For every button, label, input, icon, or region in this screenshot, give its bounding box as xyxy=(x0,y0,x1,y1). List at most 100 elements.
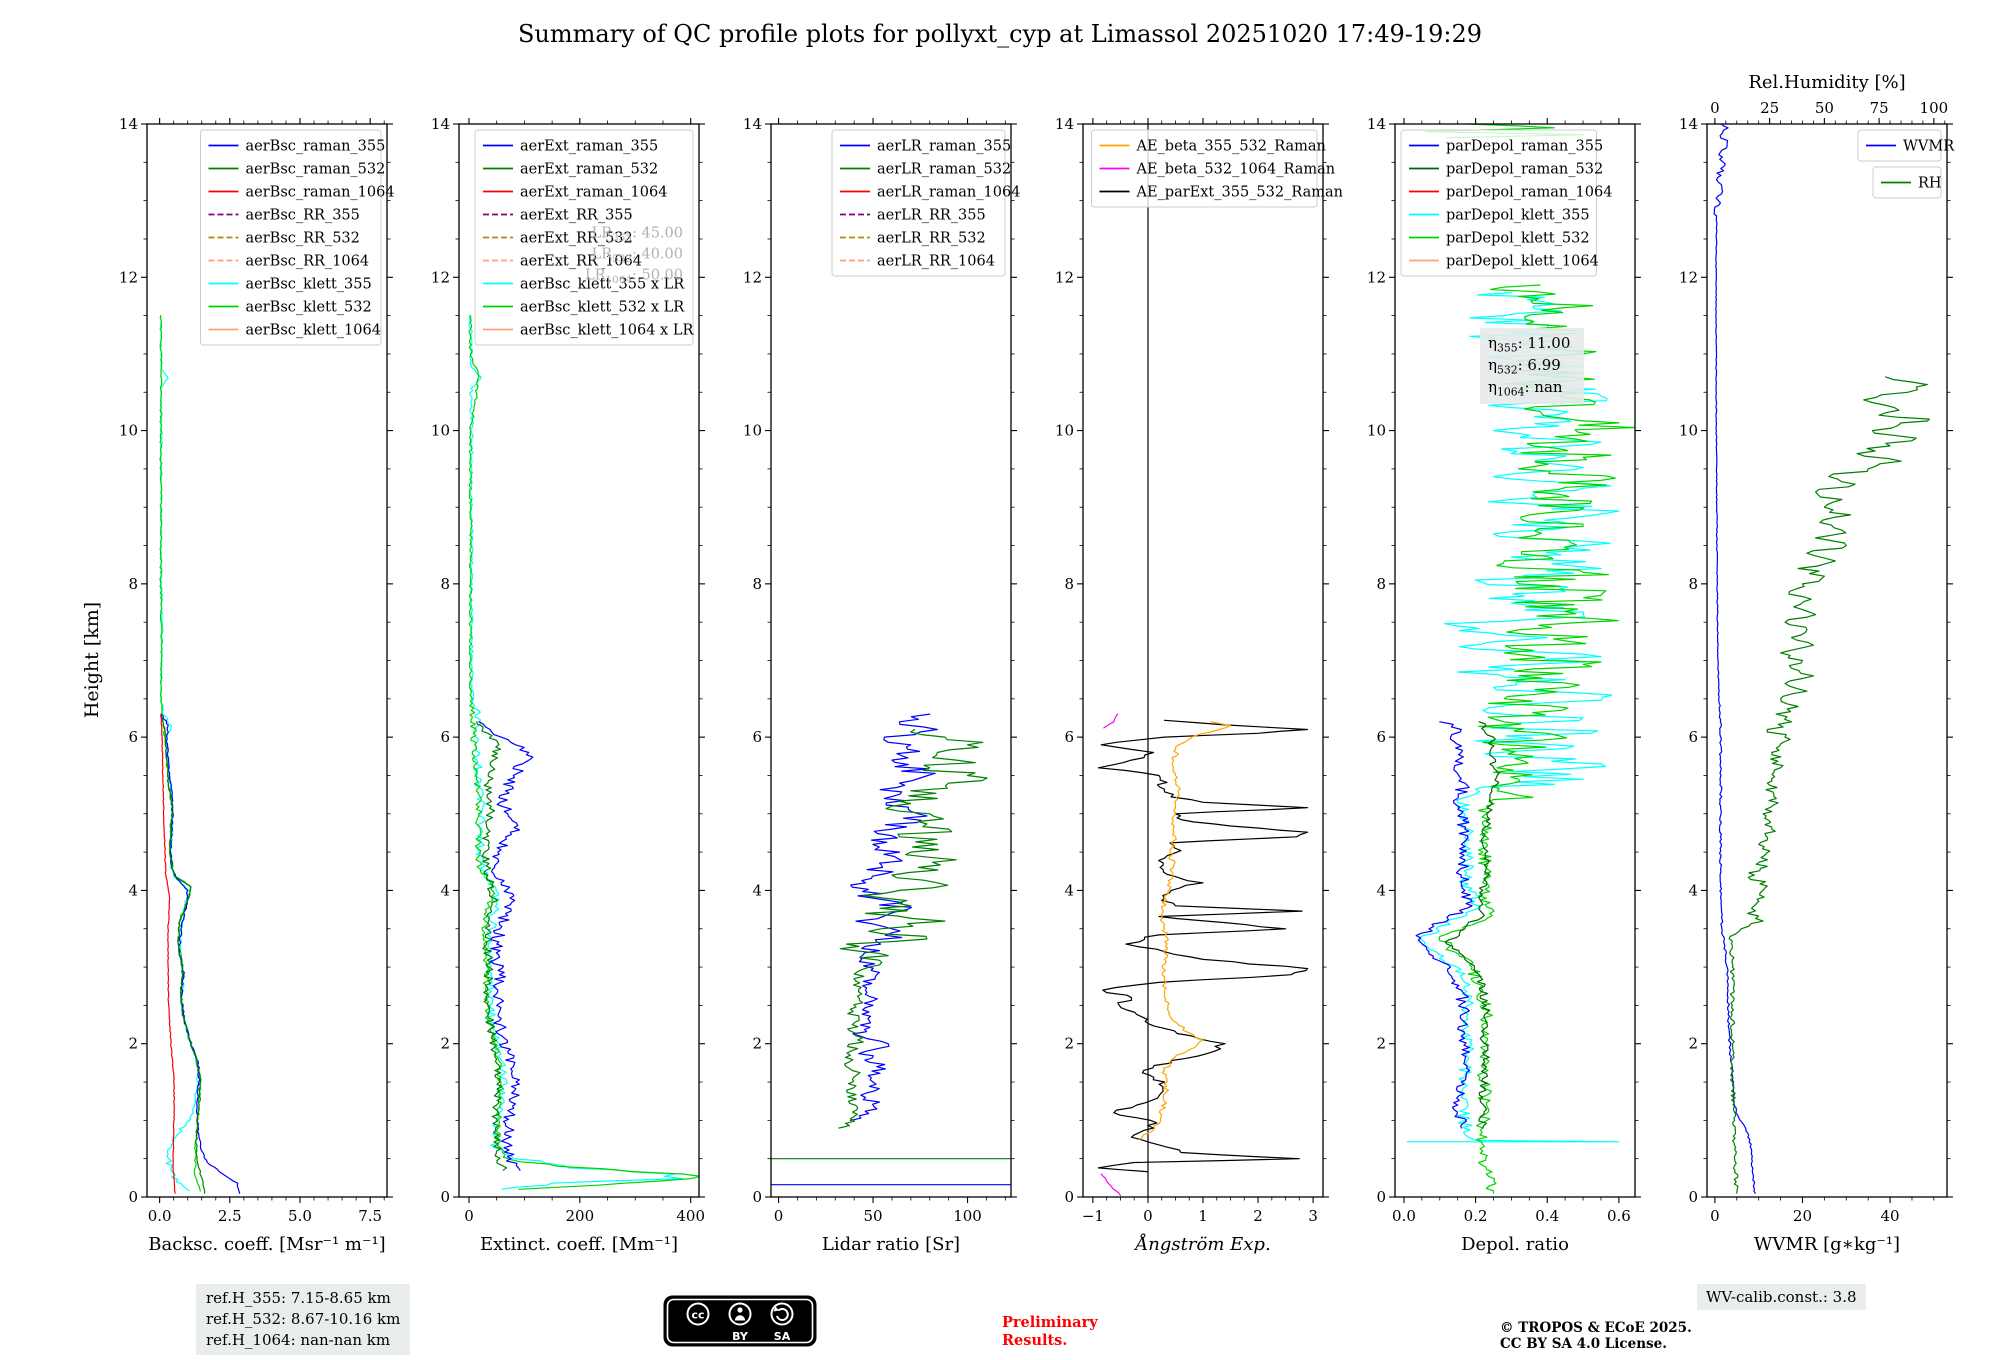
legend-label: aerExt_raman_355 xyxy=(520,139,658,155)
y-tick-label: 8 xyxy=(1688,575,1698,593)
panel-angstrom-exponent: AE_beta_355_532_Raman AE_beta_532_1064_Ra… xyxy=(1055,115,1343,1255)
legend-label: AE_beta_355_532_Raman xyxy=(1136,139,1326,155)
figure-title: Summary of QC profile plots for pollyxt_… xyxy=(517,20,1483,48)
y-tick-label: 8 xyxy=(440,575,450,593)
legend-box xyxy=(831,129,1006,277)
ref-h-355: ref.H_355: 7.15-8.65 km xyxy=(206,1289,391,1307)
legend-box xyxy=(200,129,382,346)
legend-label: aerLR_RR_355 xyxy=(877,208,986,224)
y-tick-label: 4 xyxy=(1688,881,1698,899)
series-aerBsc_raman_355 xyxy=(160,713,241,1194)
series-aerExt_klett_532 xyxy=(468,315,700,1190)
x-axis-title: Backsc. coeff. [Msr⁻¹ m⁻¹] xyxy=(148,1234,385,1255)
legend-label: aerExt_raman_1064 xyxy=(520,185,667,201)
y-tick-label: 8 xyxy=(1376,575,1386,593)
sa-icon xyxy=(770,1302,794,1326)
x-tick-label: 5.0 xyxy=(288,1207,312,1225)
wv-calib-box: WV-calib.const.: 3.8 xyxy=(1697,1284,1866,1310)
x-axis-title: Ångström Exp. xyxy=(1133,1233,1270,1255)
reference-height-box: ref.H_355: 7.15-8.65 km ref.H_532: 8.67-… xyxy=(196,1284,411,1355)
legend-label: aerLR_raman_355 xyxy=(877,139,1011,155)
y-tick-label: 14 xyxy=(743,115,762,133)
y-tick-label: 2 xyxy=(1064,1035,1074,1053)
x-axis-title: Lidar ratio [Sr] xyxy=(822,1234,960,1255)
legend-label: aerExt_RR_532 xyxy=(520,231,633,247)
x-tick-label: 1 xyxy=(1198,1207,1208,1225)
x-tick-label: 0.2 xyxy=(1464,1207,1488,1225)
x-tick-label: 400 xyxy=(676,1207,705,1225)
y-tick-label: 4 xyxy=(1376,881,1386,899)
y-tick-label: 12 xyxy=(743,268,762,286)
y-tick-label: 4 xyxy=(752,881,762,899)
panel-water-vapor: WVMR RH 0 2 4 6 8 10 12 14 0 20 40 WVMR [g∗kg⁻¹] 0 25 50… xyxy=(1679,72,1955,1255)
series-aerLR_raman_355 xyxy=(849,713,938,1121)
series-aerLR_raman_532 xyxy=(838,728,988,1129)
series-aerBsc_raman_1064 xyxy=(160,713,176,1194)
x-tick-label: 0 xyxy=(464,1207,474,1225)
series-RH xyxy=(1728,376,1931,1194)
x-tick-label: 7.5 xyxy=(358,1207,382,1225)
y-tick-label: 12 xyxy=(1679,268,1698,286)
x-tick-label: 0.0 xyxy=(148,1207,172,1225)
y-tick-label: 4 xyxy=(128,881,138,899)
ref-h-532: ref.H_532: 8.67-10.16 km xyxy=(206,1310,401,1328)
legend-label: WVMR xyxy=(1903,139,1955,155)
y-tick-label: 10 xyxy=(1679,422,1698,440)
legend-label: parDepol_klett_355 xyxy=(1446,208,1590,224)
series-AE_beta_532_1064_Raman xyxy=(1100,713,1121,1197)
x-tick-label: 0.0 xyxy=(1392,1207,1416,1225)
panel-background xyxy=(1707,124,1947,1197)
cc-icon: cc xyxy=(686,1302,710,1326)
y-tick-label: 14 xyxy=(119,115,138,133)
series-parDepol_klett_355 xyxy=(1406,292,1620,1143)
y-tick-label: 8 xyxy=(752,575,762,593)
annotation-line: η532: 6.99 xyxy=(1488,356,1561,377)
y-tick-label: 10 xyxy=(1055,422,1074,440)
top-tick-label: 0 xyxy=(1710,99,1720,117)
annotation-line: LR532: 40.00 xyxy=(592,246,683,265)
legend-label: aerExt_RR_355 xyxy=(520,208,633,224)
legend-label: aerLR_RR_1064 xyxy=(877,254,995,270)
legend-label: parDepol_raman_532 xyxy=(1446,162,1603,178)
top-axis-title: Rel.Humidity [%] xyxy=(1748,72,1905,93)
panel-background xyxy=(1083,124,1323,1197)
y-tick-label: 6 xyxy=(752,728,762,746)
annotation-line: LR1064: 50.00 xyxy=(585,267,683,286)
panel-background xyxy=(1395,124,1635,1197)
top-tick-label: 25 xyxy=(1760,99,1779,117)
y-tick-label: 4 xyxy=(1064,881,1074,899)
annotation-line: η355: 11.00 xyxy=(1488,334,1570,355)
y-tick-label: 10 xyxy=(119,422,138,440)
x-tick-label: 200 xyxy=(566,1207,595,1225)
svg-text:cc: cc xyxy=(691,1309,704,1322)
preliminary-note: Preliminary Results. xyxy=(1002,1314,1098,1350)
legend-label: aerBsc_RR_355 xyxy=(246,208,360,224)
x-tick-label: 0 xyxy=(1143,1207,1153,1225)
y-tick-label: 6 xyxy=(1688,728,1698,746)
y-tick-label: 8 xyxy=(1064,575,1074,593)
y-axis-label: Height [km] xyxy=(81,601,103,719)
legend-box xyxy=(1091,129,1318,208)
series-aerBsc_raman_532 xyxy=(160,713,206,1194)
x-tick-label: 50 xyxy=(864,1207,883,1225)
preliminary-line-1: Preliminary xyxy=(1002,1314,1098,1331)
y-tick-label: 10 xyxy=(1367,422,1386,440)
legend-label: aerLR_raman_1064 xyxy=(877,185,1020,201)
legend-label: AE_beta_532_1064_Raman xyxy=(1136,162,1336,178)
legend-label: AE_parExt_355_532_Raman xyxy=(1136,185,1343,201)
series-aerExt_raman_355 xyxy=(478,721,534,1171)
y-tick-label: 6 xyxy=(440,728,450,746)
legend-label: aerBsc_klett_355 xyxy=(246,277,372,293)
series-aerExt_raman_532 xyxy=(476,721,508,1171)
y-tick-label: 10 xyxy=(431,422,450,440)
panel-background xyxy=(771,124,1011,1197)
legend-label: aerBsc_klett_355 x LR xyxy=(520,277,685,293)
x-tick-label: 2.5 xyxy=(218,1207,242,1225)
y-tick-label: 2 xyxy=(1688,1035,1698,1053)
badge-inner-border xyxy=(666,1298,814,1344)
panel-depolarization: parDepol_raman_355 parDepol_raman_532 parD… xyxy=(1367,115,1641,1255)
y-tick-label: 10 xyxy=(743,422,762,440)
ref-h-1064: ref.H_1064: nan-nan km xyxy=(206,1331,391,1349)
y-tick-label: 2 xyxy=(440,1035,450,1053)
y-tick-label: 12 xyxy=(431,268,450,286)
